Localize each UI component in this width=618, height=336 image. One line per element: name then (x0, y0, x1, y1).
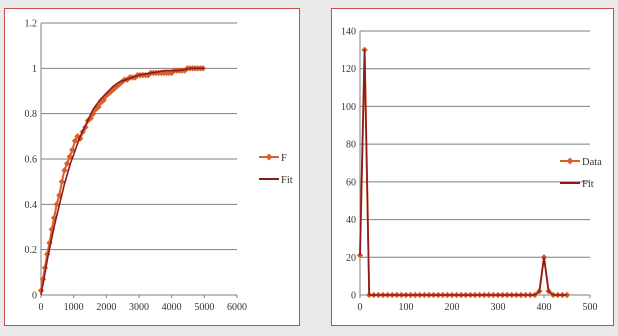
x-tick-label: 100 (399, 302, 414, 313)
x-tick-label: 1000 (64, 302, 84, 313)
series-line-fit (359, 49, 567, 296)
data-point (71, 137, 79, 145)
data-point (56, 192, 63, 199)
data-point (90, 110, 97, 117)
x-tick-label: 500 (583, 302, 598, 313)
y-tick-label: 0 (32, 291, 37, 302)
y-tick-label: 40 (346, 215, 356, 226)
x-tick-label: 5000 (194, 302, 214, 313)
legend-label-data: Data (582, 157, 602, 168)
y-tick-label: 1.2 (25, 19, 38, 30)
y-tick-label: 0.4 (25, 200, 38, 211)
y-tick-label: 80 (346, 140, 356, 151)
series-line-data (359, 48, 567, 296)
x-tick-label: 4000 (162, 302, 182, 313)
data-point (58, 178, 66, 185)
y-tick-label: 0.6 (25, 155, 38, 166)
data-point (63, 160, 71, 167)
legend-label-fit: Fit (582, 179, 594, 190)
data-point (100, 96, 107, 104)
y-tick-label: 140 (341, 27, 356, 38)
data-point (97, 99, 105, 106)
data-point (95, 103, 102, 111)
y-tick-label: 0.2 (25, 245, 38, 256)
x-tick-label: 400 (537, 302, 552, 313)
y-tick-label: 60 (346, 177, 356, 188)
chart-panel-right: 0 20 40 60 80 100 120 140 0 100 200 300 400 500 Data Fi… (331, 8, 614, 326)
legend-label-f: F (281, 153, 287, 164)
legend-label-fit: Fit (281, 175, 293, 186)
data-point (144, 71, 152, 79)
y-tick-label: 0.8 (25, 109, 38, 120)
legend-marker (265, 153, 273, 161)
data-point (46, 239, 53, 247)
y-tick-label: 100 (341, 102, 356, 113)
x-tick-label: 200 (445, 302, 460, 313)
data-point (53, 201, 60, 208)
x-tick-label: 2000 (96, 302, 116, 313)
x-tick-label: 6000 (227, 302, 247, 313)
x-tick-label: 3000 (129, 302, 149, 313)
y-tick-label: 120 (341, 64, 356, 75)
y-tick-label: 20 (346, 253, 356, 264)
y-tick-label: 0 (351, 291, 356, 302)
data-point (118, 78, 126, 86)
series-line-fit (40, 67, 205, 296)
chart-panel-left: 0 0.2 0.4 0.6 0.8 1 1.2 0 1000 2000 3000 4000 5000 60… (4, 8, 300, 326)
x-tick-label: 300 (491, 302, 506, 313)
data-point (66, 153, 73, 160)
data-point (48, 226, 55, 233)
data-point (61, 167, 68, 174)
x-tick-label: 0 (39, 302, 44, 313)
chart-right: 0 20 40 60 80 100 120 140 0 100 200 300 400 500 Data Fi… (341, 27, 602, 314)
y-tick-label: 1 (32, 64, 37, 75)
data-point (87, 115, 94, 122)
x-tick-label: 0 (358, 302, 363, 313)
legend-marker (566, 157, 574, 165)
chart-left: 0 0.2 0.4 0.6 0.8 1 1.2 0 1000 2000 3000 4000 5000 60… (25, 19, 293, 314)
data-point (105, 90, 113, 97)
data-point (181, 67, 188, 74)
